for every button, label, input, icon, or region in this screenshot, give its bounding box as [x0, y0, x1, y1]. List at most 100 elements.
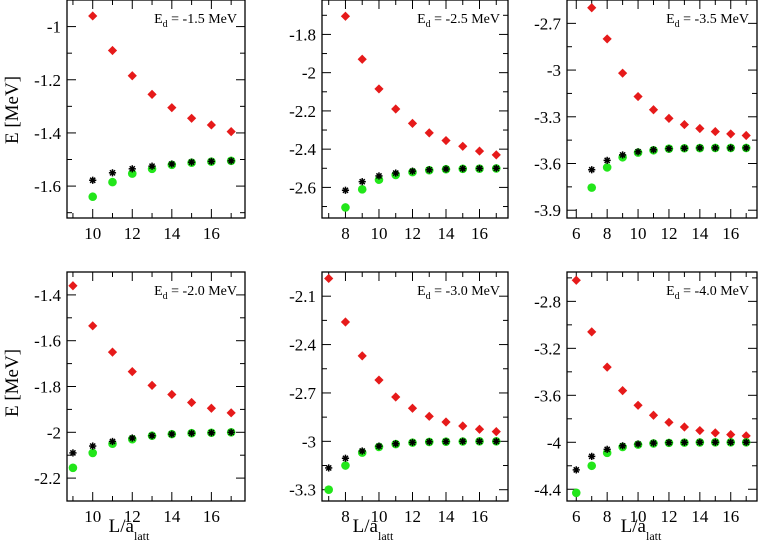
data-point-star [634, 440, 642, 448]
data-point-diamond [474, 146, 485, 156]
x-tick-label: 14 [691, 224, 709, 243]
y-tick-label: -3 [547, 61, 561, 80]
energy-annotation: Ed = -2.0 MeV [154, 284, 237, 302]
data-point-star [108, 437, 117, 446]
data-point-diamond [407, 403, 418, 413]
x-tick-label: 10 [630, 507, 647, 526]
data-point-diamond [107, 45, 118, 56]
data-point-star [711, 438, 719, 446]
y-tick-label: -2.7 [289, 384, 316, 403]
data-point-star [680, 438, 688, 446]
data-point-diamond [679, 422, 689, 432]
x-tick-label: 12 [404, 224, 421, 243]
data-point-diamond [374, 84, 384, 94]
data-point-star [475, 437, 484, 445]
data-point-diamond [633, 400, 643, 410]
data-point-star [492, 164, 500, 172]
data-point-diamond [587, 327, 597, 337]
data-point-diamond [407, 118, 418, 128]
data-point-star [358, 447, 366, 455]
data-point-star [572, 466, 580, 474]
plot-frame [566, 0, 758, 219]
x-tick-label: 8 [341, 224, 350, 243]
data-point-diamond [664, 417, 674, 427]
data-point-circle [341, 203, 350, 212]
data-point-diamond [206, 120, 216, 130]
data-point-diamond [424, 128, 434, 138]
data-point-star [711, 144, 719, 152]
data-point-circle [587, 461, 597, 471]
data-point-star [603, 445, 611, 453]
data-point-circle [88, 192, 98, 202]
x-tick-label: 10 [84, 507, 101, 526]
data-point-star [148, 432, 156, 440]
data-point-star [341, 186, 350, 194]
svg-text:L/a: L/a [109, 516, 135, 537]
y-tick-label: -2.8 [534, 292, 561, 311]
y-axis-label-bottom: E [MeV] [2, 349, 23, 417]
data-point-diamond [357, 351, 367, 361]
x-tick-label: 8 [341, 507, 350, 526]
x-tick-label: 16 [722, 224, 739, 243]
x-tick-label: 14 [163, 224, 181, 243]
y-tick-label: -4 [547, 433, 562, 452]
data-point-diamond [618, 68, 628, 78]
data-point-circle [571, 488, 581, 498]
data-point-star [89, 442, 97, 450]
data-point-star [619, 151, 627, 159]
series-star [588, 144, 750, 174]
data-point-diamond [226, 408, 236, 418]
data-point-diamond [648, 105, 659, 115]
data-point-star [459, 165, 467, 173]
data-point-diamond [633, 91, 643, 102]
data-point-star [148, 162, 156, 170]
data-point-star [168, 430, 176, 438]
series-circle [341, 164, 501, 212]
chart-panel-1: 10 12 14 16 -1.6 -1.4 -1.2 -1 Ed = -1.5 MeV [34, 0, 246, 243]
y-tick-label: -2.1 [289, 287, 316, 306]
data-point-star [425, 166, 433, 174]
y-tick-label: -2.4 [289, 336, 316, 355]
series-diamond [571, 275, 751, 441]
energy-annotation: Ed = -1.5 MeV [154, 12, 237, 30]
data-point-diamond [602, 362, 612, 372]
data-point-diamond [695, 123, 705, 134]
y-axis-label-top: E [MeV] [2, 76, 23, 144]
x-tick-label: 16 [722, 507, 739, 526]
data-point-diamond [187, 113, 197, 123]
x-tick-label: 12 [660, 224, 677, 243]
data-point-star [392, 440, 400, 448]
energy-annotation: Ed = -2.5 MeV [417, 12, 500, 30]
data-point-star [603, 156, 611, 164]
x-tick-label: 12 [404, 507, 421, 526]
x-axis-label-middle: L/a latt [353, 516, 394, 543]
series-star [89, 157, 235, 184]
svg-text:L/a: L/a [621, 516, 647, 537]
data-point-diamond [147, 89, 157, 99]
x-tick-label: 14 [438, 507, 456, 526]
data-point-star [325, 464, 333, 472]
data-point-diamond [357, 54, 367, 64]
y-tick-label: -1 [47, 18, 61, 37]
data-point-star [634, 148, 642, 156]
chart-panel-3: 6 8 10 12 14 16 -3.9 -3.6 -3.3 -3 -2.7 Ed = -3.5 Me… [534, 0, 758, 243]
data-point-star [358, 178, 366, 186]
data-point-star [188, 158, 196, 166]
data-point-diamond [571, 275, 581, 285]
series-circle [571, 437, 751, 498]
data-point-diamond [127, 71, 137, 81]
data-point-diamond [726, 129, 736, 139]
data-point-diamond [68, 281, 78, 291]
data-point-diamond [226, 126, 236, 137]
energy-annotation: Ed = -3.5 MeV [666, 12, 749, 30]
data-point-circle [88, 448, 98, 458]
y-tick-label: -3.3 [534, 108, 561, 127]
data-point-diamond [391, 392, 401, 402]
data-point-diamond [491, 150, 501, 160]
y-tick-label: -1.4 [34, 286, 61, 305]
data-point-diamond [648, 410, 659, 420]
data-point-star [727, 438, 735, 446]
plot-frame [566, 271, 758, 502]
data-point-circle [108, 177, 117, 187]
